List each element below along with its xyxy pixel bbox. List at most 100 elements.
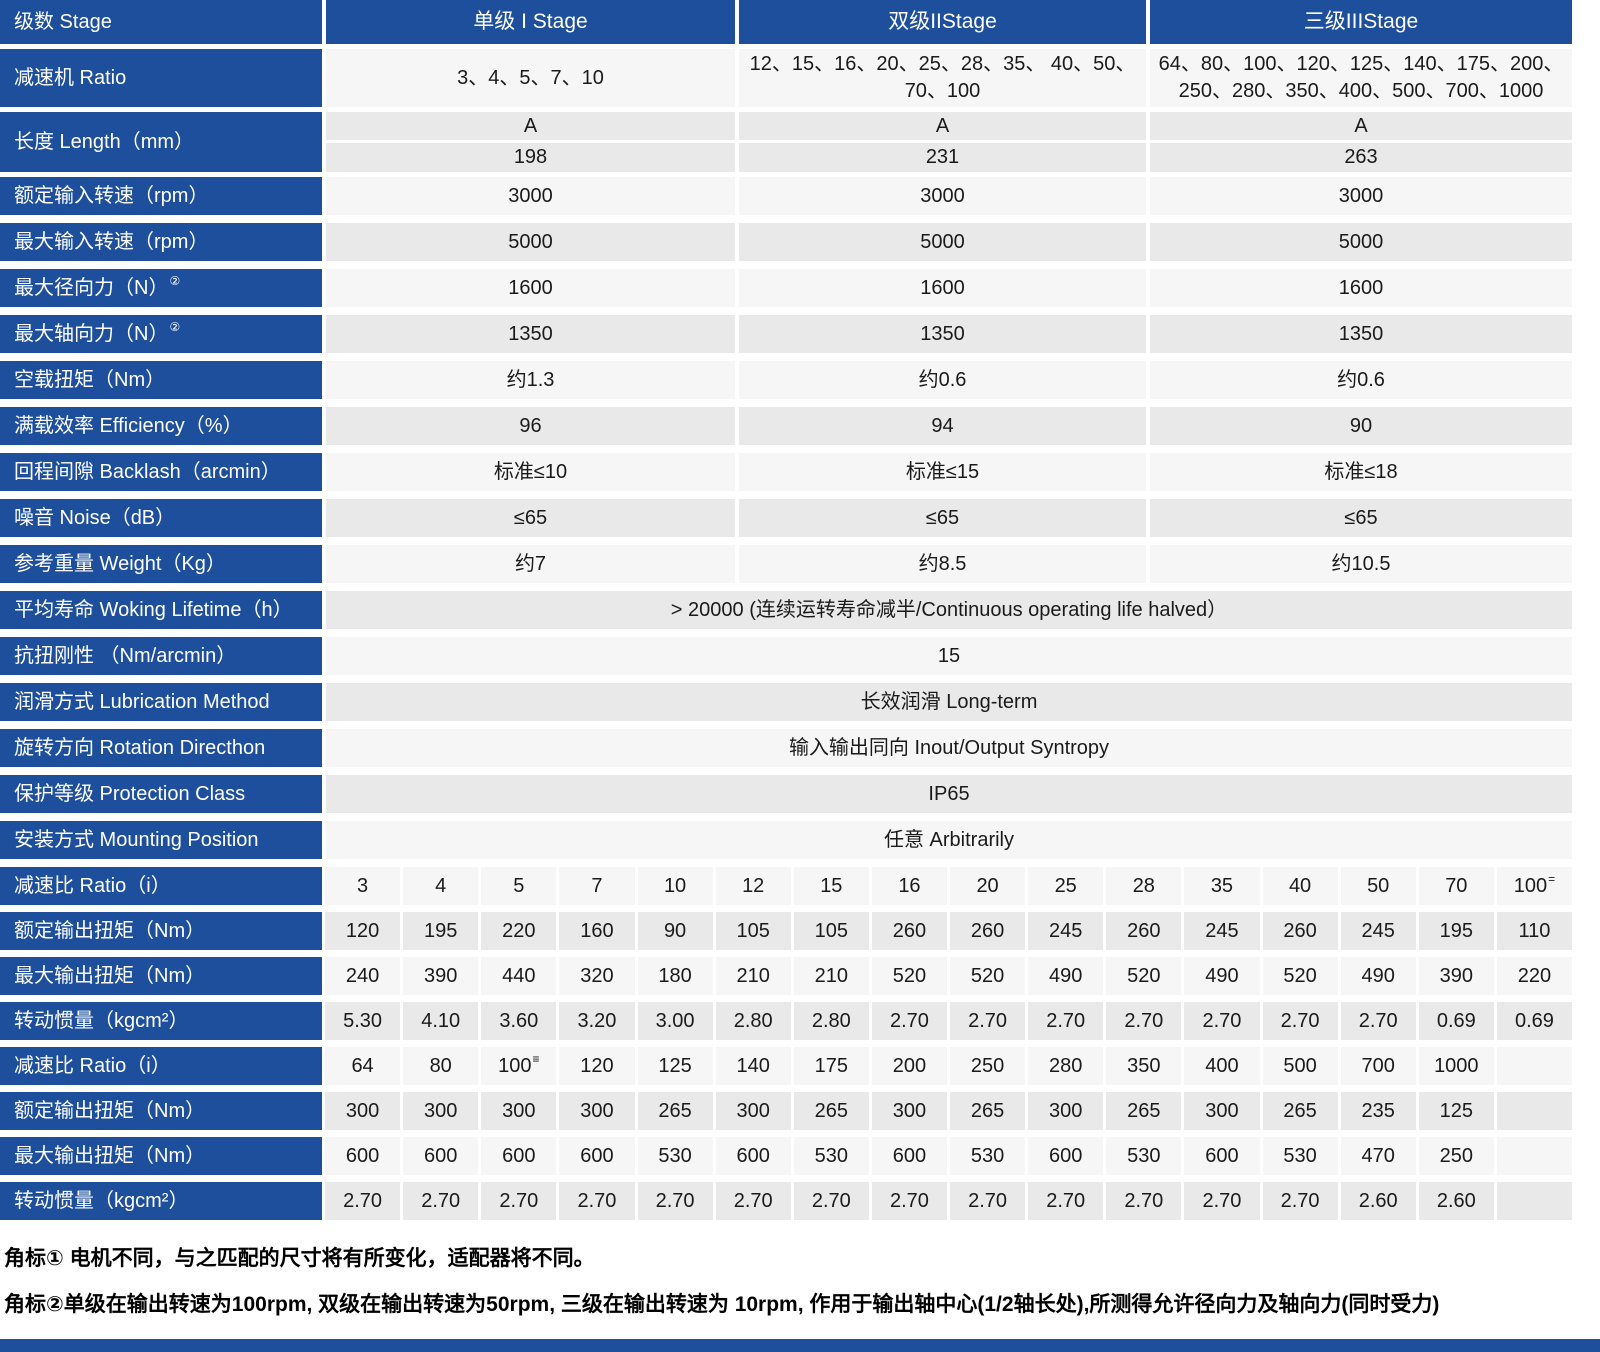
stage-value-cell: 约8.5 bbox=[739, 545, 1146, 583]
ratio-value-cell: 5 bbox=[481, 867, 557, 905]
ratio-value-cell: 490 bbox=[1340, 957, 1416, 995]
ratio-value-cell: 250 bbox=[950, 1047, 1026, 1085]
spec-rows-container: 减速机 Ratio 3、4、5、7、10 12、15、16、20、25、28、35、… bbox=[0, 49, 1572, 859]
ratio-value-cell: 5.30 bbox=[325, 1002, 401, 1040]
row-label: 转动惯量（kgcm²） bbox=[0, 1182, 322, 1220]
stage-value-cell: 5000 bbox=[326, 223, 735, 261]
ratio-value-cell: 490 bbox=[1184, 957, 1260, 995]
ratio-value-cell: 390 bbox=[403, 957, 479, 995]
ratio-value-cell: 125 bbox=[1418, 1092, 1494, 1130]
ratio-value-cell: 265 bbox=[950, 1092, 1026, 1130]
footnote-2: 角标②单级在输出转速为100rpm, 双级在输出转速为50rpm, 三级在输出转… bbox=[4, 1293, 1440, 1316]
ratio-value-cell: 2.60 bbox=[1418, 1182, 1494, 1220]
ratio-value-cell bbox=[1496, 1092, 1572, 1130]
ratio-value-cell: 2.70 bbox=[871, 1002, 947, 1040]
footnote-1: 角标① 电机不同，与之匹配的尺寸将有所变化，适配器将不同。 bbox=[4, 1247, 595, 1270]
ratio-value-cell: 490 bbox=[1028, 957, 1104, 995]
ratio-value-cell: 210 bbox=[715, 957, 791, 995]
ratio-value-cell: 300 bbox=[481, 1092, 557, 1130]
ratio-value-cell: 40 bbox=[1262, 867, 1338, 905]
stage-value-cell: 3000 bbox=[1150, 177, 1572, 215]
ratio-value-cell: 4 bbox=[403, 867, 479, 905]
ratio-value-cell: 390 bbox=[1418, 957, 1494, 995]
spec-row-length: 长度 Length（mm） A A A 198 231 263 bbox=[0, 112, 1572, 172]
ratio-value-cell: 520 bbox=[950, 957, 1026, 995]
ratio-value-cell: 265 bbox=[1106, 1092, 1182, 1130]
ratio-value-cell: 3.00 bbox=[637, 1002, 713, 1040]
row-label: 抗扭刚性 （Nm/arcmin） bbox=[0, 637, 322, 675]
ratio-value-cell: 260 bbox=[871, 912, 947, 950]
ratio-value-cell: 200 bbox=[871, 1047, 947, 1085]
merged-value-cell: 任意 Arbitrarily bbox=[326, 821, 1572, 859]
ratio-value-cell: 70 bbox=[1418, 867, 1494, 905]
ratio-value-cell: 300 bbox=[871, 1092, 947, 1130]
stage-value-cell: 3000 bbox=[326, 177, 735, 215]
stage-value-cell: 约7 bbox=[326, 545, 735, 583]
header-single-stage: 单级 I Stage bbox=[326, 0, 735, 44]
stage-value-cell: 94 bbox=[739, 407, 1146, 445]
stage-value-cell: 1600 bbox=[739, 269, 1146, 307]
ratio-value-cell: 180 bbox=[637, 957, 713, 995]
ratio-value-cell: 600 bbox=[1184, 1137, 1260, 1175]
ratio-value-cell: 175 bbox=[793, 1047, 869, 1085]
ratio-value-cell: 300 bbox=[325, 1092, 401, 1130]
ratio-value-cell: 470 bbox=[1340, 1137, 1416, 1175]
stage-value-cell: 5000 bbox=[739, 223, 1146, 261]
row-label: 长度 Length（mm） bbox=[0, 112, 322, 172]
ratio-value-cell: 195 bbox=[403, 912, 479, 950]
merged-value-cell: IP65 bbox=[326, 775, 1572, 813]
ratio-value-cell: 140 bbox=[715, 1047, 791, 1085]
stage-value-cell: 1600 bbox=[1150, 269, 1572, 307]
merged-value-cell: 长效润滑 Long-term bbox=[326, 683, 1572, 721]
ratio-row: 转动惯量（kgcm²） 2.70 2.70 2.70 2.70 2.70 2.70 2.70 2… bbox=[0, 1182, 1572, 1220]
stage-value-cell: 1350 bbox=[1150, 315, 1572, 353]
ratio-value-cell: 105 bbox=[793, 912, 869, 950]
ratio-value-cell: 90 bbox=[637, 912, 713, 950]
length-sub-cell: A bbox=[739, 112, 1146, 140]
ratio-value-cell: 7 bbox=[559, 867, 635, 905]
ratio-value-cell: 265 bbox=[637, 1092, 713, 1130]
ratio-value-cell: 600 bbox=[325, 1137, 401, 1175]
ratio-value-cell: 2.70 bbox=[325, 1182, 401, 1220]
stage-value-cell: 1600 bbox=[326, 269, 735, 307]
ratio-value-cell: 0.69 bbox=[1418, 1002, 1494, 1040]
spec-row: 最大径向力（N） ② 1600 1600 1600 bbox=[0, 269, 1572, 307]
ratio-value-cell: 2.70 bbox=[1184, 1002, 1260, 1040]
ratio-value-cell: 400 bbox=[1184, 1047, 1260, 1085]
row-label: 噪音 Noise（dB） bbox=[0, 499, 322, 537]
ratio-value-cell: 28 bbox=[1106, 867, 1182, 905]
spec-row-merged: 保护等级 Protection Class IP65 bbox=[0, 775, 1572, 813]
ratio-value-cell: 2.80 bbox=[715, 1002, 791, 1040]
ratio-value-cell: 2.70 bbox=[715, 1182, 791, 1220]
ratio-value-cell: 600 bbox=[559, 1137, 635, 1175]
ratio-value-cell: 265 bbox=[793, 1092, 869, 1130]
ratio-value-cell: 300 bbox=[1028, 1092, 1104, 1130]
ratio-value-cell: 35 bbox=[1184, 867, 1260, 905]
ratio-value-cell bbox=[1496, 1182, 1572, 1220]
spec-row-merged: 润滑方式 Lubrication Method 长效润滑 Long-term bbox=[0, 683, 1572, 721]
ratio-value-cell: 2.70 bbox=[1184, 1182, 1260, 1220]
row-label: 保护等级 Protection Class bbox=[0, 775, 322, 813]
ratio-value-cell: 2.70 bbox=[1262, 1002, 1338, 1040]
ratio-value-cell: 105 bbox=[715, 912, 791, 950]
ratio-value-cell: 2.70 bbox=[1106, 1002, 1182, 1040]
ratio-value-cell: 4.10 bbox=[403, 1002, 479, 1040]
stage-value-cell: 约0.6 bbox=[1150, 361, 1572, 399]
ratio-value-cell: 300 bbox=[1184, 1092, 1260, 1130]
spec-row: 参考重量 Weight（Kg） 约7 约8.5 约10.5 bbox=[0, 545, 1572, 583]
ratio-value-cell: 20 bbox=[950, 867, 1026, 905]
ratio-row: 转动惯量（kgcm²） 5.30 4.10 3.60 3.20 3.00 2.80 2.80 2… bbox=[0, 1002, 1572, 1040]
row-label: 润滑方式 Lubrication Method bbox=[0, 683, 322, 721]
stage-value-cell: 约10.5 bbox=[1150, 545, 1572, 583]
stage-value-cell: 90 bbox=[1150, 407, 1572, 445]
ratio-value-cell: 220 bbox=[481, 912, 557, 950]
ratio-value-cell: 125 bbox=[637, 1047, 713, 1085]
row-label: 最大轴向力（N） ② bbox=[0, 315, 322, 353]
row-label: 最大输入转速（rpm） bbox=[0, 223, 322, 261]
ratio-value-cell: 600 bbox=[481, 1137, 557, 1175]
header-triple-stage: 三级IIIStage bbox=[1150, 0, 1572, 44]
ratio-value-cell: 195 bbox=[1418, 912, 1494, 950]
ratio-value-cell: 530 bbox=[1262, 1137, 1338, 1175]
ratio-value-cell: 600 bbox=[1028, 1137, 1104, 1175]
spec-row: 噪音 Noise（dB） ≤65 ≤65 ≤65 bbox=[0, 499, 1572, 537]
